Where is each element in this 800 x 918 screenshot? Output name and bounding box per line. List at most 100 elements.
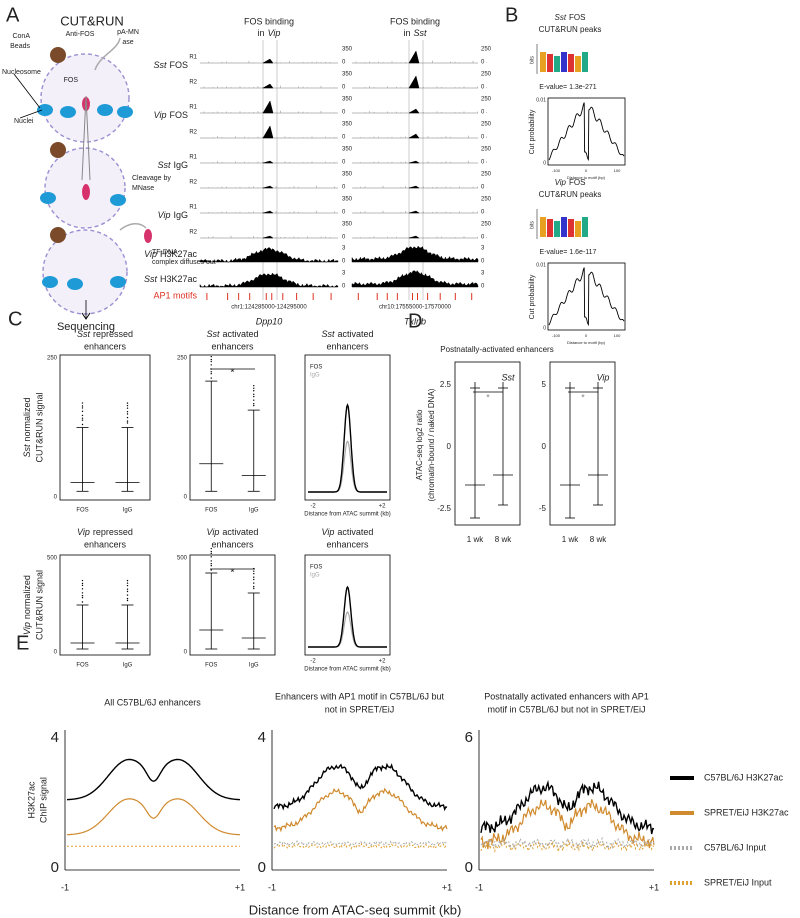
outlier — [210, 556, 212, 558]
label: SPRET/EiJ H3K27ac — [704, 807, 789, 817]
outlier — [81, 407, 84, 409]
label: 100 — [614, 168, 621, 173]
label: Sst — [501, 372, 515, 382]
label-part: H3K27ac — [160, 249, 198, 259]
label: FOS — [76, 663, 88, 669]
label: * — [581, 392, 585, 402]
label: FOS — [205, 663, 217, 669]
label: -1 — [268, 882, 276, 892]
label: complex diffuses out — [152, 259, 216, 266]
label-part: activated — [222, 527, 258, 537]
curve — [408, 235, 420, 239]
label: 0 — [481, 110, 485, 116]
curve — [351, 269, 479, 288]
label: 0 — [342, 60, 346, 66]
label-part: Sst — [554, 13, 566, 22]
outlier — [81, 405, 84, 407]
label: 4 — [51, 729, 59, 746]
label: Sst FOS — [153, 60, 188, 70]
curve — [273, 842, 448, 850]
outlier — [253, 393, 255, 396]
label: Cleavage by — [132, 175, 171, 182]
label: 350 — [342, 197, 353, 203]
logo-letter — [554, 221, 560, 237]
outlier — [253, 403, 255, 405]
label-part: Vip — [268, 28, 281, 38]
curve — [262, 185, 274, 189]
label-part: Sst — [144, 274, 158, 284]
pointer — [19, 109, 43, 119]
outlier — [210, 560, 212, 562]
label: 0 — [481, 60, 485, 66]
label: ChIP signal — [38, 777, 48, 823]
curve — [94, 37, 121, 71]
curve — [408, 50, 420, 64]
frame — [189, 554, 276, 656]
label: 250 — [481, 122, 492, 128]
outlier — [210, 364, 212, 366]
label-part: Sst — [206, 329, 220, 339]
label: -2 — [310, 659, 316, 665]
label: chr10:17555000-17570000 — [379, 305, 452, 311]
label: Beads — [10, 43, 30, 50]
label: Anti-FOS — [66, 31, 95, 38]
curve — [199, 247, 339, 263]
curve — [480, 779, 655, 835]
label: E-value= 1.3e-271 — [539, 84, 597, 91]
fos-protein — [144, 229, 152, 243]
outlier — [210, 355, 212, 358]
outlier — [81, 579, 84, 582]
label: Nuclei — [14, 118, 34, 125]
label-part: Sst — [321, 329, 335, 339]
label-part: repressed — [93, 329, 133, 339]
label: Sst H3K27ac — [144, 274, 198, 284]
curve — [262, 210, 274, 214]
outlier — [210, 564, 212, 567]
label-part: FOS — [169, 60, 188, 70]
outlier — [253, 578, 255, 581]
label: +1 — [442, 882, 452, 892]
label: Sst normalized — [22, 397, 32, 457]
label: E-value= 1.6e-117 — [540, 249, 597, 256]
label-part: Vip — [154, 110, 167, 120]
label: bits — [529, 56, 535, 64]
label: Vip activated — [207, 527, 259, 537]
logo-letter — [540, 52, 546, 72]
label: in Vip — [258, 28, 281, 38]
label: IgG — [123, 508, 133, 514]
label: Vip normalized — [22, 575, 32, 635]
panel-label: B — [505, 4, 518, 26]
label: 250 — [481, 197, 492, 203]
label-part: Sst — [414, 28, 428, 38]
outlier — [126, 584, 129, 587]
logo-letter — [547, 219, 553, 237]
curve — [548, 102, 625, 162]
label: Sst activated — [321, 329, 373, 339]
label: enhancers — [326, 539, 369, 549]
panel-title: Postnatally-activated enhancers — [440, 345, 553, 354]
curve — [480, 799, 655, 850]
curve — [351, 245, 479, 263]
label: motif in C57BL/6J but not in SPRET/EiJ — [487, 704, 645, 714]
label: Vip IgG — [158, 210, 188, 220]
label: -2.5 — [437, 504, 451, 513]
label-part: activated — [337, 329, 373, 339]
curve — [308, 403, 387, 493]
label: 350 — [342, 172, 353, 178]
label: enhancers — [84, 539, 127, 549]
outlier — [210, 550, 212, 553]
label: ConA — [12, 33, 30, 40]
label-part: Sst — [22, 444, 32, 458]
frame — [59, 354, 151, 501]
curve — [262, 58, 274, 64]
label-part: IgG — [173, 210, 188, 220]
label: All C57BL/6J enhancers — [104, 697, 201, 707]
label: 0 — [184, 495, 188, 501]
label: 250 — [177, 356, 188, 362]
label: IgG — [123, 663, 133, 669]
outlier — [126, 579, 129, 582]
label: 3 — [342, 271, 346, 277]
outlier — [253, 387, 255, 389]
label: 0 — [54, 495, 58, 501]
label: SPRET/EiJ Input — [704, 877, 772, 887]
